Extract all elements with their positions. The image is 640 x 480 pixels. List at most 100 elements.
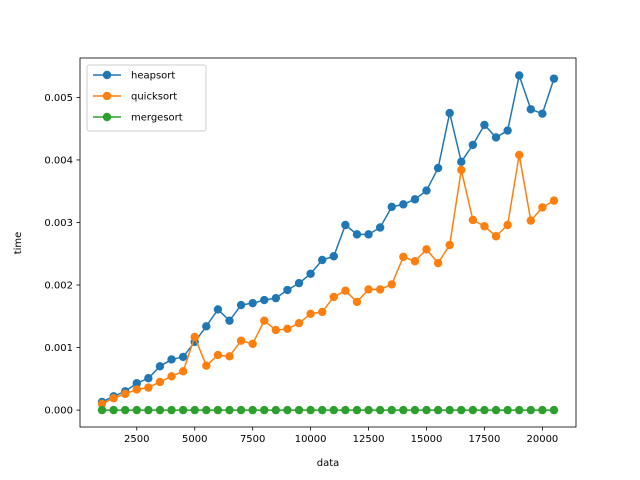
- series-line-quicksort: [101, 154, 555, 405]
- data-point-heapsort: [480, 120, 489, 130]
- data-point-mergesort: [213, 405, 223, 415]
- data-point-mergesort: [121, 405, 130, 415]
- legend-label-heapsort: heapsort: [131, 71, 175, 82]
- data-point-mergesort: [422, 405, 431, 415]
- data-point-heapsort: [236, 300, 246, 310]
- data-point-quicksort: [190, 332, 199, 342]
- data-point-mergesort: [491, 405, 501, 415]
- y-tick-label: 0.000: [44, 406, 73, 417]
- data-point-mergesort: [236, 405, 246, 415]
- data-point-quicksort: [167, 372, 176, 381]
- data-point-quicksort: [526, 216, 535, 225]
- data-point-quicksort: [132, 385, 141, 394]
- data-point-quicksort: [213, 350, 223, 360]
- data-point-heapsort: [318, 255, 327, 265]
- data-point-quicksort: [178, 367, 188, 376]
- data-point-heapsort: [213, 305, 223, 314]
- data-point-mergesort: [306, 405, 315, 415]
- data-point-heapsort: [132, 379, 141, 388]
- data-point-quicksort: [225, 352, 234, 361]
- data-point-quicksort: [503, 220, 512, 230]
- data-point-heapsort: [433, 163, 443, 173]
- data-point-mergesort: [480, 405, 489, 415]
- data-point-mergesort: [248, 405, 257, 415]
- data-point-mergesort: [549, 405, 559, 415]
- data-point-mergesort: [190, 405, 199, 415]
- data-point-mergesort: [364, 405, 373, 415]
- data-point-mergesort: [283, 405, 292, 415]
- data-point-quicksort: [387, 280, 396, 289]
- data-point-quicksort: [260, 316, 269, 325]
- data-point-mergesort: [155, 405, 165, 415]
- data-point-quicksort: [491, 232, 501, 241]
- data-point-quicksort: [121, 389, 130, 399]
- data-point-heapsort: [352, 230, 362, 239]
- data-point-heapsort: [538, 109, 547, 118]
- data-point-mergesort: [468, 405, 478, 415]
- data-point-quicksort: [480, 222, 489, 231]
- data-point-quicksort: [352, 297, 362, 307]
- data-point-mergesort: [538, 405, 547, 415]
- data-point-mergesort: [526, 405, 535, 415]
- data-point-quicksort: [410, 257, 420, 266]
- x-tick-label: 10000: [295, 434, 327, 445]
- data-point-mergesort: [341, 405, 350, 415]
- data-point-quicksort: [236, 336, 246, 345]
- data-point-mergesort: [202, 405, 211, 415]
- data-point-heapsort: [271, 293, 281, 303]
- legend-marker-quicksort: [102, 91, 112, 101]
- data-point-heapsort: [225, 316, 234, 325]
- data-point-heapsort: [155, 362, 165, 371]
- data-point-mergesort: [132, 405, 141, 415]
- data-point-heapsort: [457, 157, 466, 167]
- data-point-heapsort: [410, 195, 420, 204]
- data-point-heapsort: [167, 355, 176, 364]
- data-point-mergesort: [503, 405, 512, 415]
- data-point-quicksort: [445, 240, 454, 250]
- x-axis-label: data: [317, 458, 340, 469]
- data-point-quicksort: [144, 383, 153, 392]
- data-point-mergesort: [260, 405, 269, 415]
- data-point-mergesort: [178, 405, 188, 415]
- data-point-heapsort: [422, 186, 431, 195]
- x-tick-label: 20000: [526, 434, 558, 445]
- legend-box: [86, 64, 207, 132]
- data-point-quicksort: [248, 339, 257, 349]
- data-point-heapsort: [503, 126, 512, 135]
- data-point-heapsort: [260, 295, 269, 305]
- legend-label-mergesort: mergesort: [131, 113, 183, 124]
- y-tick-label: 0.002: [44, 281, 73, 292]
- data-point-mergesort: [97, 405, 107, 415]
- data-point-quicksort: [97, 399, 107, 409]
- data-point-mergesort: [387, 405, 396, 415]
- data-point-mergesort: [445, 405, 454, 415]
- y-tick-label: 0.004: [44, 156, 73, 167]
- axes: 2500 5000 7500 10000 12500 15000 17500 20000 0.0…: [44, 57, 577, 445]
- x-tick-label: 15000: [411, 434, 443, 445]
- x-tick-label: 17500: [469, 434, 501, 445]
- legend: heapsort quicksort mergesort: [86, 64, 207, 132]
- x-tick-label: 12500: [353, 434, 385, 445]
- data-point-quicksort: [457, 165, 466, 175]
- data-point-mergesort: [144, 405, 153, 415]
- data-point-mergesort: [271, 405, 281, 415]
- data-point-quicksort: [329, 292, 338, 302]
- data-point-heapsort: [144, 374, 153, 383]
- series-mergesort: [97, 405, 559, 415]
- data-point-heapsort: [283, 285, 292, 295]
- data-point-quicksort: [306, 309, 315, 318]
- data-point-mergesort: [433, 405, 443, 415]
- x-tick-label: 2500: [124, 434, 149, 445]
- x-tick-label: 7500: [240, 434, 265, 445]
- data-point-mergesort: [457, 405, 466, 415]
- data-point-heapsort: [445, 108, 454, 118]
- axes-frame: [79, 57, 577, 428]
- data-point-heapsort: [375, 223, 385, 232]
- data-point-heapsort: [341, 220, 350, 230]
- data-point-quicksort: [283, 324, 292, 334]
- data-point-quicksort: [468, 215, 478, 225]
- data-point-quicksort: [109, 394, 118, 403]
- data-point-mergesort: [318, 405, 327, 415]
- data-point-quicksort: [399, 252, 408, 262]
